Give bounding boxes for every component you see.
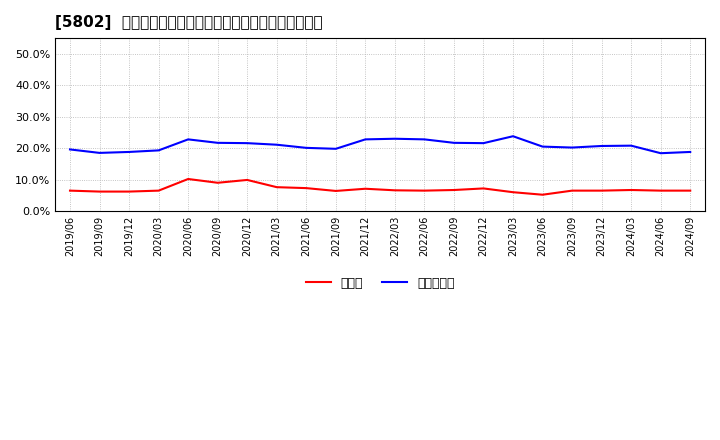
有利子負債 [125,149,133,154]
現須金 [154,188,163,193]
現須金 [361,186,369,191]
有利子負債 [449,140,458,146]
有利子負債 [331,146,340,151]
現須金 [509,190,518,195]
有利子負債 [598,143,606,149]
現須金 [568,188,577,193]
有利子負債 [213,140,222,146]
現須金 [686,188,695,193]
有利子負債 [568,145,577,150]
現須金 [598,188,606,193]
有利子負債 [154,148,163,153]
現須金 [302,186,310,191]
有利子負債 [390,136,399,141]
有利子負債 [657,150,665,156]
Text: [5802]  現須金、有利子負債の総資産に対する比率の推移: [5802] 現須金、有利子負債の総資産に対する比率の推移 [55,15,323,30]
現須金 [243,177,251,183]
有利子負債 [686,149,695,154]
有利子負債 [272,142,281,147]
現須金 [627,187,636,193]
現須金 [184,176,192,182]
現須金 [66,188,74,193]
有利子負債 [509,134,518,139]
現須金 [539,192,547,198]
Line: 現須金: 現須金 [70,179,690,195]
有利子負債 [420,137,428,142]
Legend: 現須金, 有利子負債: 現須金, 有利子負債 [301,272,459,295]
現須金 [480,186,488,191]
Line: 有利子負債: 有利子負債 [70,136,690,153]
有利子負債 [539,144,547,149]
現須金 [125,189,133,194]
現須金 [657,188,665,193]
有利子負債 [302,145,310,150]
現須金 [420,188,428,193]
現須金 [390,188,399,193]
現須金 [272,184,281,190]
有利子負債 [184,137,192,142]
現須金 [213,180,222,185]
有利子負債 [627,143,636,148]
現須金 [95,189,104,194]
有利子負債 [243,140,251,146]
現須金 [331,188,340,194]
有利子負債 [66,147,74,152]
現須金 [449,187,458,193]
有利子負債 [361,137,369,142]
有利子負債 [95,150,104,155]
有利子負債 [480,140,488,146]
